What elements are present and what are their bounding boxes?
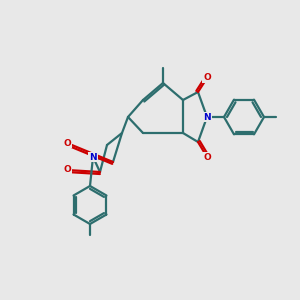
Text: O: O — [203, 152, 211, 161]
Text: N: N — [203, 112, 211, 122]
Text: O: O — [63, 166, 71, 175]
Text: O: O — [203, 74, 211, 82]
Text: N: N — [89, 152, 97, 161]
Text: O: O — [63, 139, 71, 148]
